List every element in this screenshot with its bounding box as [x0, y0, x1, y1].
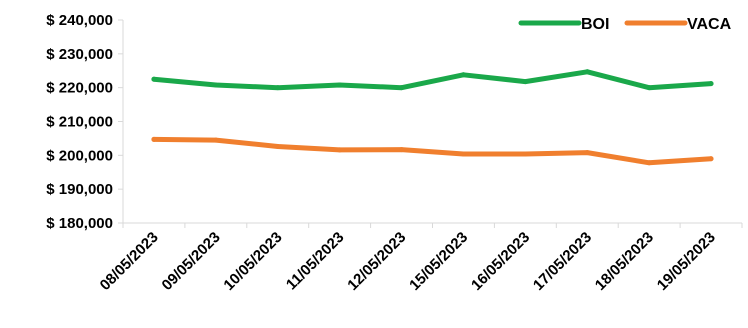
- data-point-boi: [337, 82, 343, 88]
- x-tick-label: 19/05/2023: [654, 229, 719, 294]
- data-point-boi: [275, 85, 281, 91]
- x-tick-label: 08/05/2023: [97, 229, 162, 294]
- y-tick-label: $ 240,000: [46, 12, 113, 29]
- y-tick-label: $ 190,000: [46, 181, 113, 198]
- data-point-boi: [708, 81, 714, 87]
- y-tick-label: $ 220,000: [46, 80, 113, 97]
- data-point-vaca: [151, 136, 157, 142]
- x-tick-label: 10/05/2023: [220, 229, 285, 294]
- x-tick-label: 12/05/2023: [344, 229, 409, 294]
- data-point-vaca: [275, 144, 281, 150]
- data-point-boi: [213, 82, 219, 88]
- y-tick-label: $ 210,000: [46, 114, 113, 131]
- legend: BOI VACA: [518, 16, 732, 33]
- series-layer: [151, 69, 714, 166]
- legend-label-boi: BOI: [581, 16, 609, 33]
- data-point-vaca: [213, 137, 219, 143]
- series-line-boi: [151, 69, 714, 91]
- legend-label-vaca: VACA: [687, 16, 732, 33]
- x-tick-label: 11/05/2023: [283, 229, 348, 294]
- data-point-vaca: [646, 160, 652, 166]
- x-tick-label: 16/05/2023: [468, 229, 533, 294]
- series-line-vaca: [151, 136, 714, 166]
- data-point-boi: [399, 85, 405, 91]
- data-point-boi: [522, 79, 528, 85]
- data-point-vaca: [337, 147, 343, 153]
- data-point-vaca: [584, 150, 590, 156]
- data-point-boi: [584, 69, 590, 75]
- data-point-vaca: [460, 151, 466, 157]
- data-point-vaca: [708, 156, 714, 162]
- data-point-vaca: [399, 147, 405, 153]
- y-tick-label: $ 200,000: [46, 147, 113, 164]
- data-point-boi: [460, 72, 466, 78]
- y-tick-label: $ 230,000: [46, 46, 113, 63]
- x-axis: 08/05/202309/05/202310/05/202311/05/2023…: [97, 222, 743, 294]
- x-tick-label: 15/05/2023: [406, 229, 471, 294]
- x-tick-label: 09/05/2023: [159, 229, 224, 294]
- y-tick-label: $ 180,000: [46, 215, 113, 232]
- data-point-boi: [151, 76, 157, 82]
- data-point-boi: [646, 85, 652, 91]
- x-tick-label: 18/05/2023: [592, 229, 657, 294]
- x-tick-label: 17/05/2023: [530, 229, 595, 294]
- y-axis: $ 180,000 $ 190,000 $ 200,000 $ 210,000 $ 22…: [46, 12, 124, 232]
- data-point-vaca: [522, 151, 528, 157]
